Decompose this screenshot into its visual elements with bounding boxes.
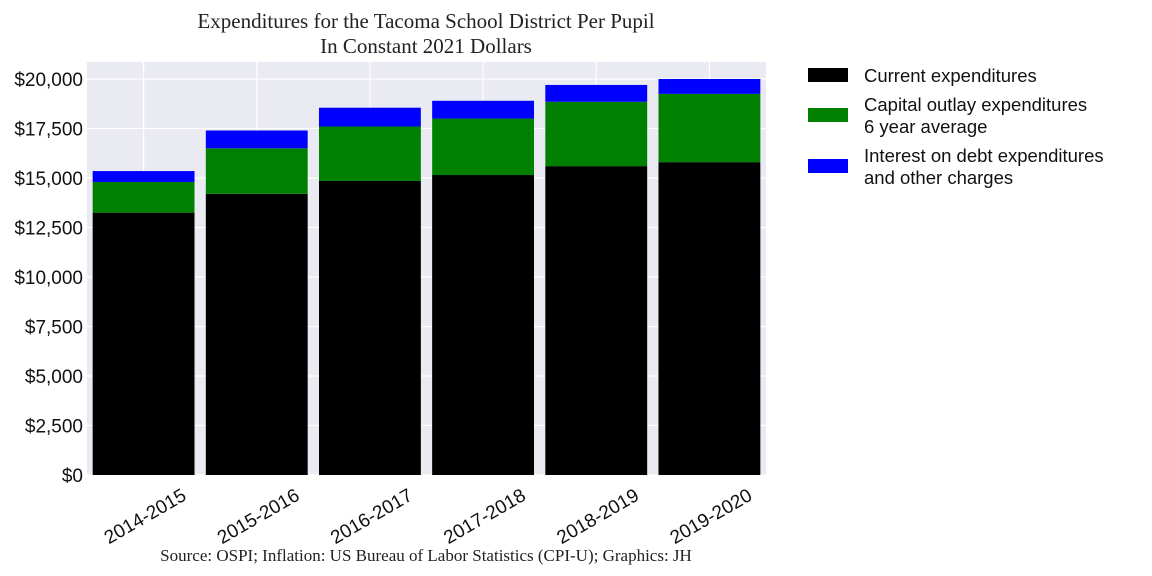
x-tick-label: 2018-2019: [554, 485, 643, 549]
legend-label: Current expenditures: [864, 65, 1037, 86]
bar-2017-2018-series-0: [432, 175, 535, 475]
legend-swatch: [808, 159, 848, 173]
bar-2017-2018-series-1: [432, 118, 535, 176]
legend-label: Capital outlay expenditures 6 year averag…: [864, 94, 1087, 137]
bar-2019-2020-series-1: [658, 93, 761, 163]
bar-2016-2017-series-2: [318, 107, 421, 127]
x-tick-label: 2014-2015: [101, 485, 190, 549]
bar-2019-2020-series-2: [658, 79, 761, 94]
x-tick-label: 2016-2017: [327, 485, 416, 549]
legend-swatch: [808, 68, 848, 82]
bar-2014-2015-series-0: [92, 212, 195, 475]
y-tick-label: $20,000: [14, 70, 83, 91]
legend: Current expenditures Capital outlay expen…: [808, 65, 1104, 188]
x-tick-label: 2017-2018: [440, 485, 529, 549]
plot-area: $0 $2,500 $5,000 $7,500 $10,000 $12,500 $15,00…: [14, 62, 766, 549]
source-note: Source: OSPI; Inflation: US Bureau of La…: [160, 546, 692, 565]
bar-2018-2019-series-2: [545, 84, 648, 102]
chart-subtitle: In Constant 2021 Dollars: [320, 34, 532, 58]
y-tick-label: $10,000: [14, 268, 83, 289]
bar-2018-2019-series-0: [545, 166, 648, 475]
bar-2015-2016-series-1: [205, 148, 308, 194]
bar-2015-2016-series-0: [205, 193, 308, 475]
chart-title: Expenditures for the Tacoma School Distr…: [197, 9, 654, 33]
y-tick-label: $2,500: [25, 417, 83, 438]
bar-2015-2016-series-2: [205, 130, 308, 149]
bar-2016-2017-series-0: [318, 180, 421, 475]
bar-2016-2017-series-1: [318, 126, 421, 181]
bar-2014-2015-series-2: [92, 171, 195, 182]
y-tick-label: $7,500: [25, 318, 83, 339]
x-tick-label: 2019-2020: [667, 485, 756, 549]
plot-background: [87, 62, 766, 475]
x-tick-label: 2015-2016: [214, 485, 303, 549]
bar-2019-2020-series-0: [658, 162, 761, 475]
bar-2017-2018-series-2: [432, 100, 535, 119]
y-tick-label: $0: [62, 466, 83, 487]
bar-2014-2015-series-1: [92, 181, 195, 213]
y-tick-label: $12,500: [14, 219, 83, 240]
y-tick-label: $17,500: [14, 120, 83, 141]
y-tick-label: $15,000: [14, 169, 83, 190]
legend-swatch: [808, 108, 848, 122]
legend-label: Interest on debt expenditures and other c…: [864, 145, 1104, 188]
bar-2018-2019-series-1: [545, 101, 648, 167]
y-tick-label: $5,000: [25, 367, 83, 388]
